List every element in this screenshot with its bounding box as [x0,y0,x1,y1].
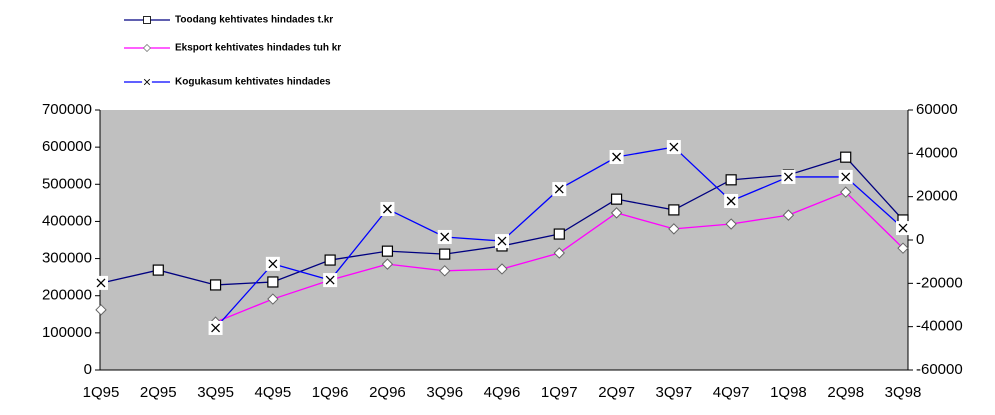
marker [668,223,680,235]
marker [897,242,909,254]
marker [725,174,737,186]
marker [143,16,151,24]
marker [496,263,508,275]
marker [896,221,910,236]
y2-tick-label: -60000 [916,361,963,378]
marker [265,256,280,271]
x-tick-label: 1Q95 [83,384,120,401]
marker [553,247,565,259]
x-tick-label: 4Q97 [713,384,750,401]
marker [324,254,336,266]
marker [381,245,394,257]
y-tick-label: 200000 [42,287,92,304]
marker [724,194,739,208]
x-tick-label: 1Q97 [541,384,578,401]
y2-tick-label: 0 [916,231,924,248]
x-tick-label: 3Q96 [426,384,463,401]
marker [666,140,681,155]
y2-tick-label: -20000 [916,274,963,291]
marker [323,273,338,288]
marker [439,265,451,277]
x-tick-label: 3Q97 [656,384,693,401]
y-tick-label: 600000 [42,138,92,155]
y-tick-label: 0 [84,361,92,378]
marker [381,258,394,270]
x-tick-label: 3Q98 [885,384,922,401]
x-tick-label: 2Q98 [827,384,864,401]
marker [143,44,151,52]
x-tick-label: 1Q98 [770,384,807,401]
x-tick-label: 4Q95 [255,384,292,401]
marker [152,264,164,276]
x-tick-label: 1Q96 [312,384,349,401]
marker [840,186,852,198]
legend-label: Kogukasum kehtivates hindades [175,77,331,88]
marker [553,228,565,240]
marker [94,275,108,290]
marker [95,304,107,316]
y2-tick-label: 20000 [916,188,958,205]
marker [725,218,737,230]
y2-tick-label: 60000 [916,101,958,118]
marker [668,204,680,216]
marker [267,276,279,288]
marker [437,229,452,244]
x-tick-label: 4Q96 [484,384,521,401]
y-tick-label: 100000 [42,324,92,341]
legend-label: Toodang kehtivates hindades t.kr [175,15,333,26]
x-tick-label: 2Q97 [598,384,635,401]
marker [610,207,623,219]
marker [782,209,795,221]
marker [609,150,624,165]
marker [838,169,853,184]
marker [840,151,852,163]
marker [552,182,567,197]
x-tick-label: 2Q96 [369,384,406,401]
marker [267,293,279,305]
legend-label: Eksport kehtivates hindades tuh kr [175,43,341,54]
y2-tick-label: -40000 [916,318,963,335]
marker [380,202,395,217]
marker [142,77,152,87]
marker [209,279,222,291]
marker [495,234,509,249]
marker [439,248,451,260]
y-tick-label: 300000 [42,250,92,267]
marker [781,169,796,184]
y-tick-label: 500000 [42,175,92,192]
y-tick-label: 400000 [42,212,92,229]
y2-tick-label: 40000 [916,144,958,161]
marker [610,193,623,205]
marker [208,320,223,335]
x-tick-label: 2Q95 [140,384,177,401]
y-tick-label: 700000 [42,101,92,118]
x-tick-label: 3Q95 [197,384,234,401]
